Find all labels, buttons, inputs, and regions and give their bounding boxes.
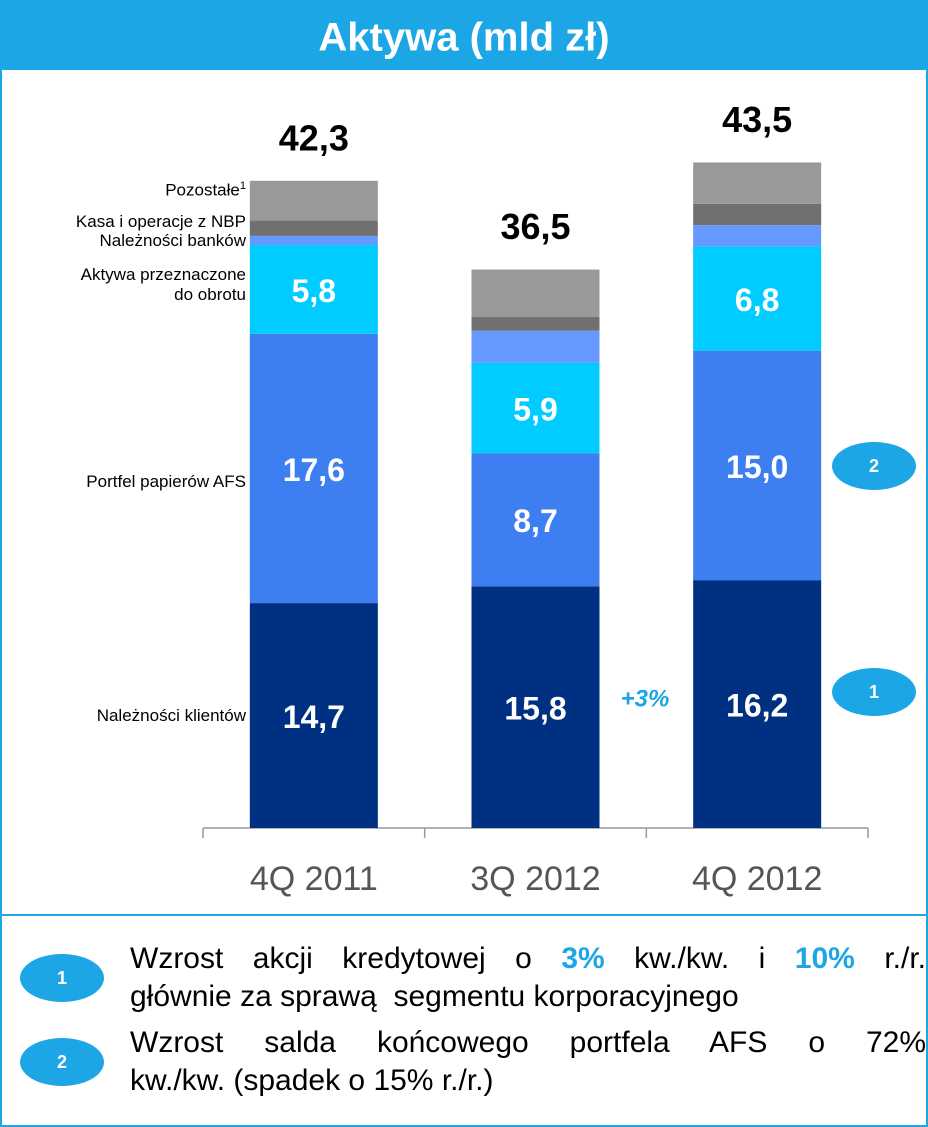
total-label: 42,3: [279, 117, 349, 158]
note-text: r./r.: [854, 942, 926, 975]
series-label: Kasa i operacje z NBP: [76, 212, 246, 232]
data-label: 15,0: [726, 449, 788, 485]
bar-segment: [471, 330, 600, 363]
series-name: Kasa i operacje z NBP: [75, 212, 246, 231]
series-note: 1: [239, 180, 246, 192]
data-label: 5,8: [292, 273, 336, 309]
title-bar: [0, 0, 928, 70]
marker-circle: 1: [832, 668, 916, 716]
note-line: kw./kw. (spadek o 15% r./r.): [130, 1062, 926, 1100]
marker-text: 2: [56, 1051, 67, 1072]
bar-segment: [249, 603, 378, 828]
bar-segment: [249, 235, 378, 246]
data-label: 6,8: [735, 282, 779, 318]
bar-segment: [471, 362, 600, 454]
bar-segment: [249, 220, 378, 236]
bar-segment: [693, 162, 822, 204]
note-highlight: 3%: [561, 942, 605, 975]
data-label: 5,9: [513, 391, 557, 427]
data-label: 14,7: [283, 699, 345, 735]
x-tick-label: 4Q 2011: [250, 860, 378, 898]
x-tick-label: 3Q 2012: [470, 860, 600, 898]
note: Wzrost akcji kredytowej o 3% kw./kw. i 1…: [130, 940, 926, 1016]
note-text: kw./kw. (spadek o 15% r./r.): [130, 1064, 494, 1097]
bar-segment: [471, 453, 600, 587]
bar-segment: [693, 580, 822, 828]
series-name: Należności banków: [99, 231, 246, 250]
x-tick-label: 4Q 2012: [692, 860, 822, 898]
data-label: 17,6: [283, 452, 345, 488]
note-line: głównie za sprawą segmentu korporacyjneg…: [130, 978, 926, 1016]
data-label: 8,7: [513, 503, 557, 539]
series-name: Pozostałe: [165, 180, 240, 200]
series-name: Aktywa przeznaczone do obrotu: [80, 265, 246, 304]
note-text: Wzrost akcji kredytowej o: [130, 942, 562, 975]
series-name: Portfel papierów AFS: [86, 472, 246, 491]
total-label: 36,5: [500, 206, 570, 247]
series-name: Należności klientów: [96, 706, 246, 725]
bar-segment: [249, 180, 378, 221]
note-marker: 1: [20, 954, 104, 1002]
series-label: Aktywa przeznaczone do obrotu: [60, 265, 246, 305]
bar-segment: [693, 203, 822, 226]
bar-segment: [693, 225, 822, 247]
note-text: kw./kw. i: [604, 942, 795, 975]
bar-segment: [471, 269, 600, 317]
note-text: głównie za sprawą segmentu korporacyjneg…: [130, 980, 739, 1013]
note: Wzrost salda końcowego portfela AFS o 72…: [130, 1024, 926, 1100]
series-label: Portfel papierów AFS: [86, 472, 246, 492]
bar-segment: [249, 333, 378, 604]
marker-circle: 2: [832, 442, 916, 490]
note-highlight: 10%: [794, 942, 855, 975]
annotation: +3%: [621, 685, 670, 712]
note-text: Wzrost salda końcowego portfela AFS o 72…: [130, 1026, 926, 1059]
bar-segment: [471, 586, 600, 828]
note-marker: 2: [20, 1038, 104, 1086]
series-label: Należności banków: [100, 231, 246, 251]
total-label: 43,5: [722, 99, 792, 140]
bar-segment: [471, 316, 600, 331]
marker-text: 2: [868, 455, 879, 476]
series-label: Pozostałe1: [165, 176, 246, 201]
bar-segment: [249, 245, 378, 334]
data-label: 16,2: [726, 688, 788, 724]
note-line: Wzrost salda końcowego portfela AFS o 72…: [130, 1024, 926, 1062]
data-label: 15,8: [504, 691, 566, 727]
note-line: Wzrost akcji kredytowej o 3% kw./kw. i 1…: [130, 940, 926, 978]
bar-segment: [693, 350, 822, 581]
marker-text: 1: [868, 681, 879, 702]
marker-text: 1: [56, 967, 67, 988]
chart-title: Aktywa (mld zł): [318, 16, 609, 60]
series-label: Należności klientów: [97, 706, 246, 726]
bar-segment: [693, 246, 822, 351]
